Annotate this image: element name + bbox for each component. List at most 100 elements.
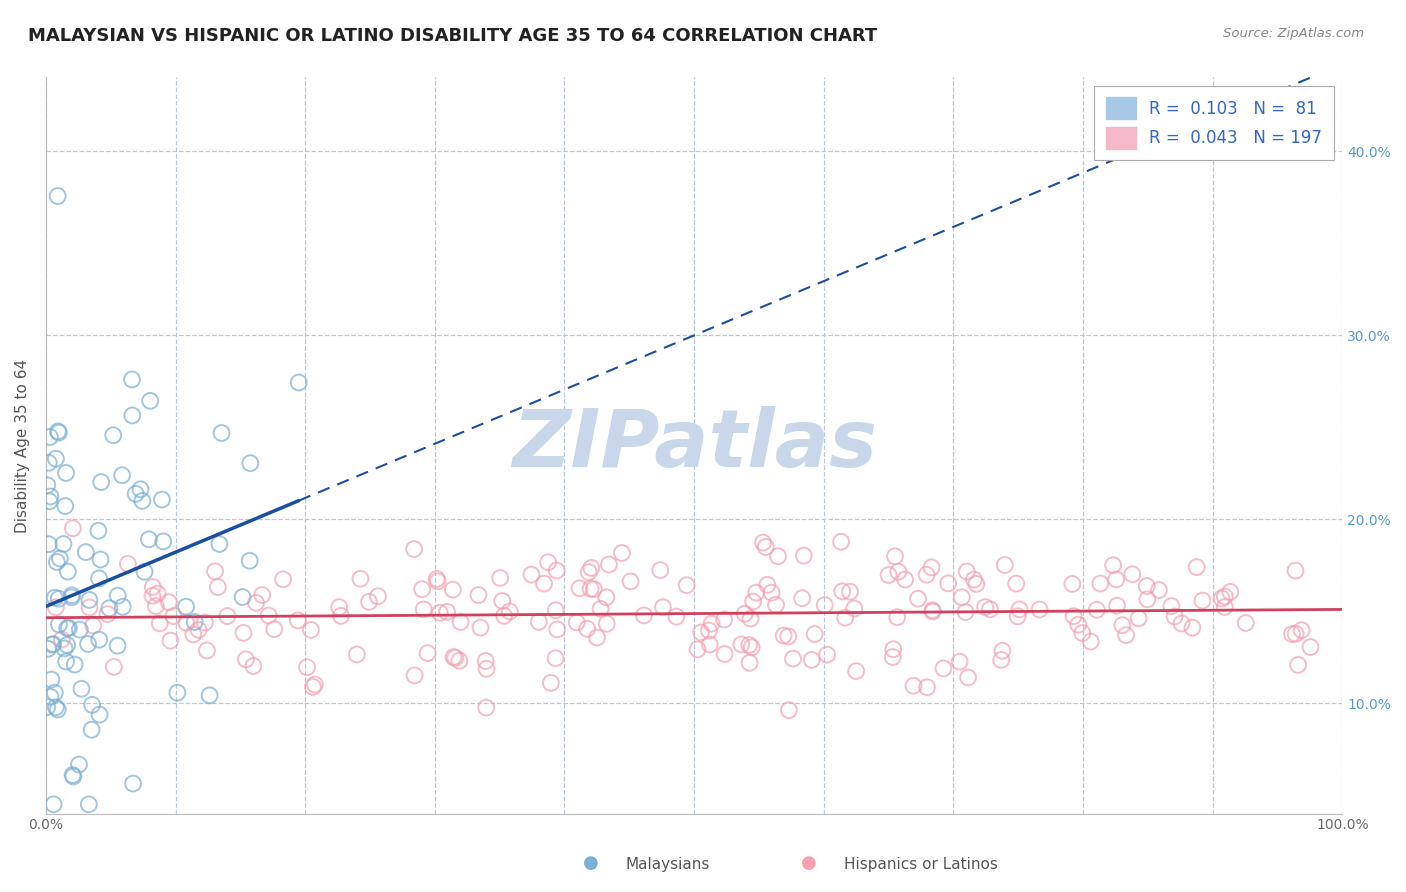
Point: [70, 681, 93, 696]
Point: [51, 632, 73, 647]
Point: [195, 643, 218, 657]
Point: [139, 393, 162, 408]
Point: [242, 659, 264, 673]
Point: [979, 602, 1001, 616]
Point: [665, 609, 688, 624]
Point: [834, 610, 856, 624]
Point: [921, 605, 943, 619]
Point: [111, 468, 134, 483]
Point: [778, 629, 800, 643]
Point: [470, 621, 492, 635]
Point: [89, 707, 111, 722]
Point: [568, 582, 591, 596]
Point: [288, 376, 311, 390]
Point: [955, 605, 977, 619]
Point: [98, 601, 121, 615]
Y-axis label: Disability Age 35 to 64: Disability Age 35 to 64: [15, 359, 30, 533]
Point: [37, 478, 59, 492]
Point: [1163, 609, 1185, 624]
Point: [949, 655, 972, 669]
Point: [778, 703, 800, 717]
Point: [77, 637, 100, 651]
Point: [565, 615, 588, 630]
Point: [741, 640, 763, 655]
Point: [633, 608, 655, 623]
Point: [730, 637, 752, 651]
Point: [96, 607, 118, 621]
Point: [491, 594, 513, 608]
Point: [713, 612, 735, 626]
Point: [1136, 579, 1159, 593]
Point: [882, 642, 904, 657]
Point: [963, 573, 986, 587]
Point: [287, 614, 309, 628]
Point: [742, 594, 765, 608]
Point: [42, 797, 65, 812]
Point: [831, 584, 853, 599]
Point: [650, 563, 672, 577]
Point: [103, 660, 125, 674]
Point: [53, 499, 76, 513]
Point: [800, 653, 823, 667]
Point: [122, 776, 145, 790]
Point: [304, 677, 326, 691]
Point: [56, 621, 79, 635]
Point: [37, 641, 59, 656]
Point: [250, 588, 273, 602]
Point: [494, 608, 516, 623]
Point: [80, 723, 103, 737]
Point: [690, 625, 713, 640]
Point: [38, 494, 60, 508]
Point: [46, 189, 69, 203]
Point: [546, 623, 568, 637]
Point: [271, 572, 294, 586]
Point: [426, 574, 449, 589]
Point: [239, 554, 262, 568]
Point: [756, 578, 779, 592]
Point: [157, 595, 180, 609]
Point: [444, 650, 467, 665]
Point: [1121, 567, 1143, 582]
Point: [45, 600, 67, 615]
Point: [87, 571, 110, 585]
Point: [329, 608, 352, 623]
Point: [489, 571, 512, 585]
Point: [103, 428, 125, 442]
Point: [1062, 577, 1084, 591]
Point: [675, 578, 697, 592]
Point: [950, 591, 973, 605]
Point: [138, 533, 160, 547]
Point: [48, 425, 70, 440]
Point: [520, 567, 543, 582]
Point: [1115, 628, 1137, 642]
Point: [1160, 599, 1182, 614]
Point: [411, 582, 433, 597]
Point: [755, 540, 778, 554]
Point: [845, 664, 868, 678]
Point: [1005, 576, 1028, 591]
Point: [595, 591, 617, 605]
Point: [49, 551, 72, 566]
Point: [610, 546, 633, 560]
Point: [90, 552, 112, 566]
Text: ●: ●: [582, 855, 599, 872]
Point: [232, 590, 254, 604]
Point: [142, 580, 165, 594]
Point: [69, 623, 91, 637]
Point: [598, 558, 620, 572]
Point: [533, 576, 555, 591]
Point: [416, 646, 439, 660]
Point: [537, 555, 560, 569]
Point: [89, 632, 111, 647]
Point: [974, 600, 997, 615]
Point: [121, 409, 143, 423]
Text: Source: ZipAtlas.com: Source: ZipAtlas.com: [1223, 27, 1364, 40]
Point: [782, 651, 804, 665]
Point: [436, 605, 458, 619]
Point: [1147, 583, 1170, 598]
Point: [915, 680, 938, 694]
Point: [578, 565, 600, 579]
Point: [907, 591, 929, 606]
Point: [79, 600, 101, 615]
Point: [75, 545, 97, 559]
